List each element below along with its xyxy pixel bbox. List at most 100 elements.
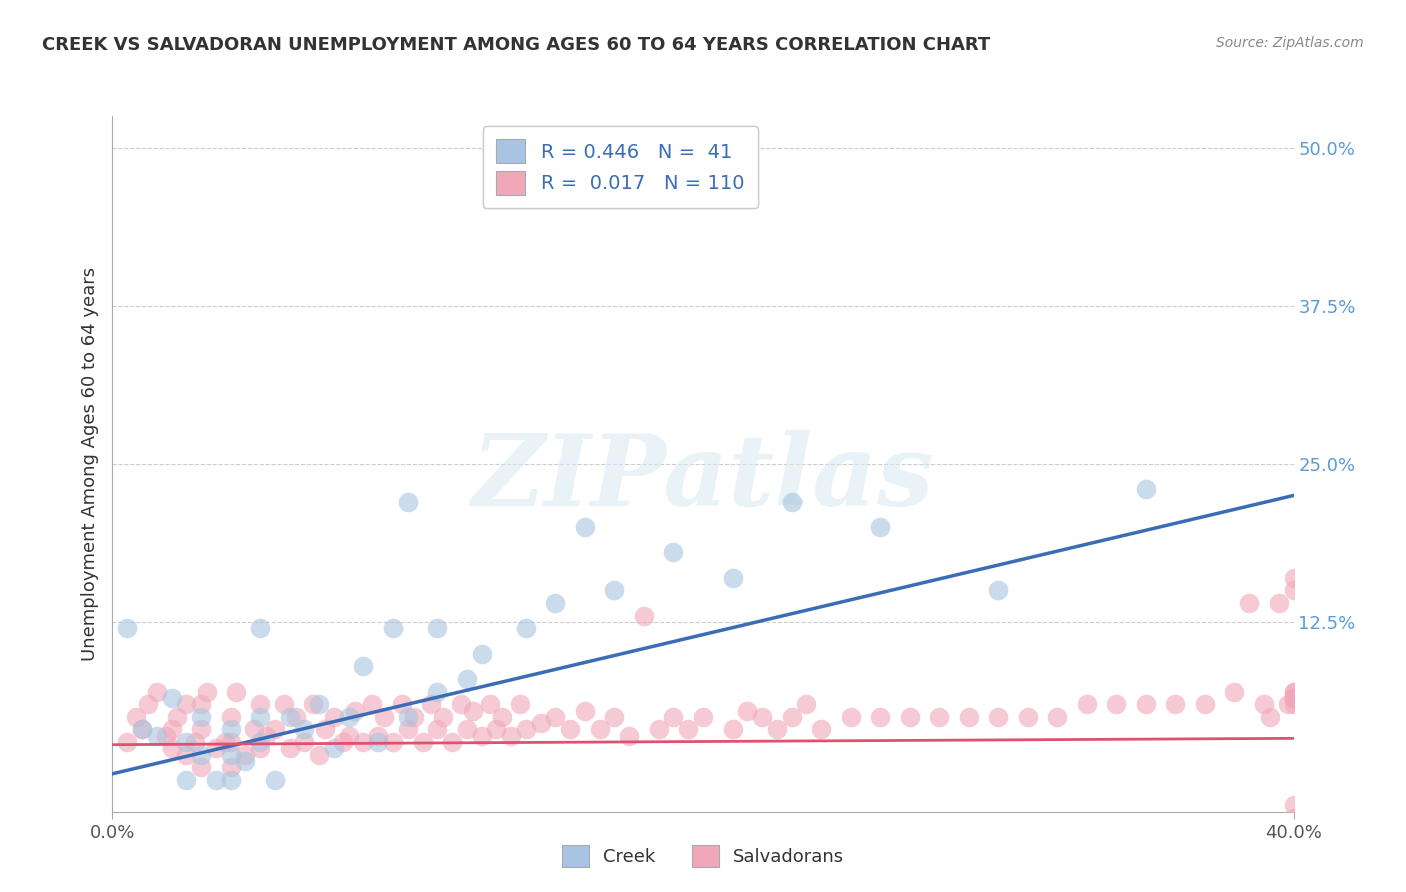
Point — [160, 723, 183, 737]
Text: CREEK VS SALVADORAN UNEMPLOYMENT AMONG AGES 60 TO 64 YEARS CORRELATION CHART: CREEK VS SALVADORAN UNEMPLOYMENT AMONG A… — [42, 36, 990, 54]
Point — [647, 723, 671, 737]
Point — [205, 741, 228, 756]
Point — [166, 710, 188, 724]
Point — [284, 710, 307, 724]
Point — [343, 704, 366, 718]
Point — [450, 697, 472, 711]
Point — [391, 697, 413, 711]
Point — [721, 723, 744, 737]
Point — [249, 741, 271, 756]
Point — [225, 684, 247, 698]
Point — [219, 747, 242, 762]
Point — [529, 716, 551, 731]
Point — [1223, 684, 1246, 698]
Point — [515, 723, 537, 737]
Point — [396, 710, 419, 724]
Point — [1282, 690, 1305, 705]
Point — [174, 747, 197, 762]
Point — [214, 735, 236, 749]
Point — [278, 741, 301, 756]
Point — [928, 710, 950, 724]
Point — [190, 697, 212, 711]
Point — [603, 583, 626, 598]
Point — [249, 621, 271, 635]
Point — [373, 710, 395, 724]
Point — [898, 710, 921, 724]
Point — [441, 735, 464, 749]
Point — [323, 741, 346, 756]
Point — [1282, 684, 1305, 698]
Point — [323, 710, 346, 724]
Point — [233, 754, 256, 768]
Point — [987, 583, 1010, 598]
Text: Source: ZipAtlas.com: Source: ZipAtlas.com — [1216, 36, 1364, 50]
Point — [146, 729, 169, 743]
Point — [249, 710, 271, 724]
Point — [574, 704, 596, 718]
Point — [174, 773, 197, 788]
Point — [574, 520, 596, 534]
Point — [219, 760, 242, 774]
Point — [420, 697, 443, 711]
Point — [396, 495, 419, 509]
Point — [219, 723, 242, 737]
Point — [131, 723, 153, 737]
Point — [558, 723, 582, 737]
Point — [869, 710, 891, 724]
Point — [1268, 596, 1291, 610]
Point — [1277, 697, 1299, 711]
Y-axis label: Unemployment Among Ages 60 to 64 years: Unemployment Among Ages 60 to 64 years — [80, 267, 98, 661]
Point — [254, 729, 277, 743]
Point — [136, 697, 159, 711]
Point — [485, 723, 508, 737]
Point — [337, 710, 360, 724]
Point — [174, 735, 197, 749]
Point — [470, 729, 494, 743]
Point — [205, 773, 228, 788]
Point — [264, 773, 287, 788]
Point — [1017, 710, 1039, 724]
Point — [957, 710, 980, 724]
Point — [273, 697, 295, 711]
Point — [160, 690, 183, 705]
Point — [190, 760, 212, 774]
Point — [337, 729, 360, 743]
Point — [367, 729, 389, 743]
Legend: Creek, Salvadorans: Creek, Salvadorans — [554, 838, 852, 874]
Point — [146, 684, 169, 698]
Point — [509, 697, 531, 711]
Point — [515, 621, 537, 635]
Point — [125, 710, 148, 724]
Point — [249, 697, 271, 711]
Point — [131, 723, 153, 737]
Point — [1164, 697, 1187, 711]
Point — [1239, 596, 1261, 610]
Point — [619, 729, 641, 743]
Point — [588, 723, 610, 737]
Point — [352, 735, 374, 749]
Point — [491, 710, 513, 724]
Point — [426, 621, 449, 635]
Point — [382, 621, 405, 635]
Point — [461, 704, 484, 718]
Point — [1282, 690, 1305, 705]
Point — [456, 723, 478, 737]
Point — [396, 723, 419, 737]
Point — [314, 723, 336, 737]
Point — [1282, 684, 1305, 698]
Point — [249, 735, 271, 749]
Point — [1282, 690, 1305, 705]
Point — [1282, 571, 1305, 585]
Point — [1135, 482, 1157, 496]
Point — [382, 735, 405, 749]
Point — [308, 697, 330, 711]
Point — [264, 723, 287, 737]
Point — [411, 735, 433, 749]
Point — [1282, 811, 1305, 825]
Point — [367, 735, 389, 749]
Point — [869, 520, 891, 534]
Point — [662, 545, 685, 559]
Point — [190, 747, 212, 762]
Point — [278, 710, 301, 724]
Point — [766, 723, 789, 737]
